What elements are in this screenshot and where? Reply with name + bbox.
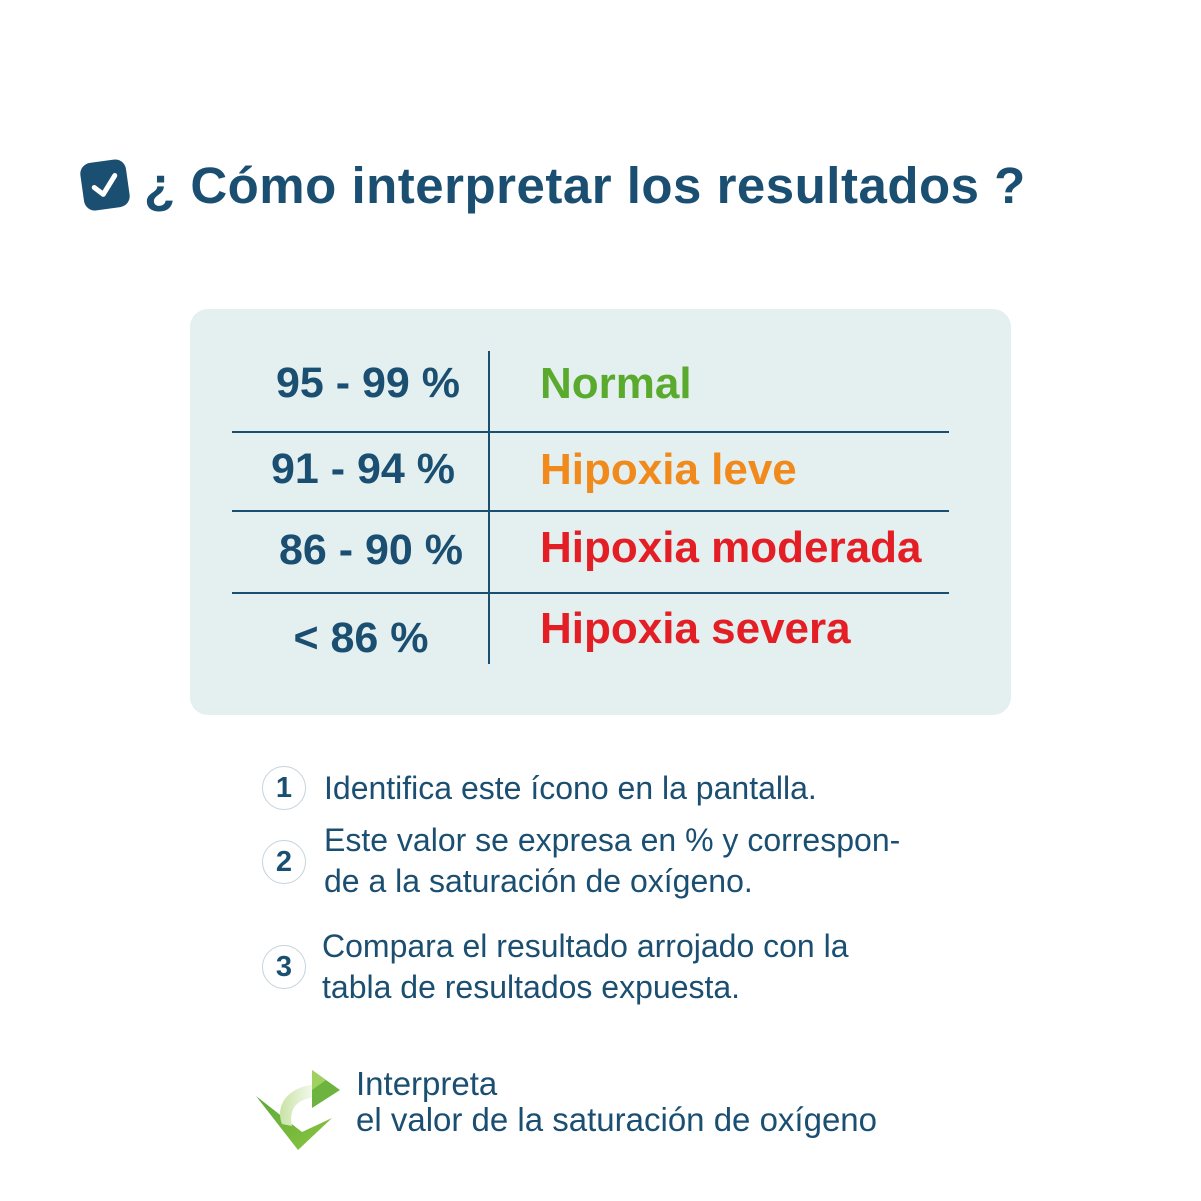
range-normal: 95 - 99 %	[275, 359, 461, 407]
page-title: ¿ Cómo interpretar los resultados ?	[144, 156, 1026, 214]
title-row: ¿ Cómo interpretar los resultados ?	[80, 150, 1026, 220]
step-number: 1	[262, 766, 306, 810]
table-divider-horizontal	[232, 510, 949, 512]
step-text-line: Compara el resultado arrojado con la	[322, 928, 849, 964]
status-severe: Hipoxia severa	[540, 604, 851, 653]
status-mild: Hipoxia leve	[540, 445, 797, 494]
range-mild: 91 - 94 %	[270, 445, 456, 493]
footer-line-2: el valor de la saturación de oxígeno	[356, 1101, 878, 1138]
step-3: 3 Compara el resultado arrojado con la t…	[262, 926, 849, 1008]
status-normal: Normal	[540, 359, 692, 408]
table-divider-horizontal	[232, 431, 949, 433]
step-2: 2 Este valor se expresa en % y correspon…	[262, 820, 900, 902]
step-text-line: de a la saturación de oxígeno.	[324, 863, 753, 899]
check-square-icon	[80, 159, 130, 211]
step-text: Este valor se expresa en % y correspon- …	[324, 820, 900, 902]
range-severe: < 86 %	[293, 614, 429, 662]
step-text-line: Identifica este ícono en la pantalla.	[324, 769, 817, 806]
range-moderate: 86 - 90 %	[278, 526, 464, 574]
step-text: Identifica este ícono en la pantalla.	[324, 768, 817, 809]
step-text-line: tabla de resultados expuesta.	[322, 969, 741, 1005]
step-1: 1 Identifica este ícono en la pantalla.	[262, 766, 817, 810]
step-text-line: Este valor se expresa en % y correspon-	[324, 822, 901, 858]
status-moderate: Hipoxia moderada	[540, 523, 922, 572]
curved-arrow-icon	[256, 1070, 340, 1150]
step-text: Compara el resultado arrojado con la tab…	[322, 926, 849, 1008]
table-divider-vertical	[488, 351, 490, 664]
footer: Interpreta el valor de la saturación de …	[252, 1066, 877, 1152]
footer-line-1: Interpreta	[356, 1065, 498, 1102]
step-number: 3	[262, 945, 306, 989]
footer-text: Interpreta el valor de la saturación de …	[356, 1066, 877, 1138]
table-divider-horizontal	[232, 592, 949, 594]
step-number: 2	[262, 840, 306, 884]
results-table: 95 - 99 % Normal 91 - 94 % Hipoxia leve …	[190, 309, 1011, 715]
